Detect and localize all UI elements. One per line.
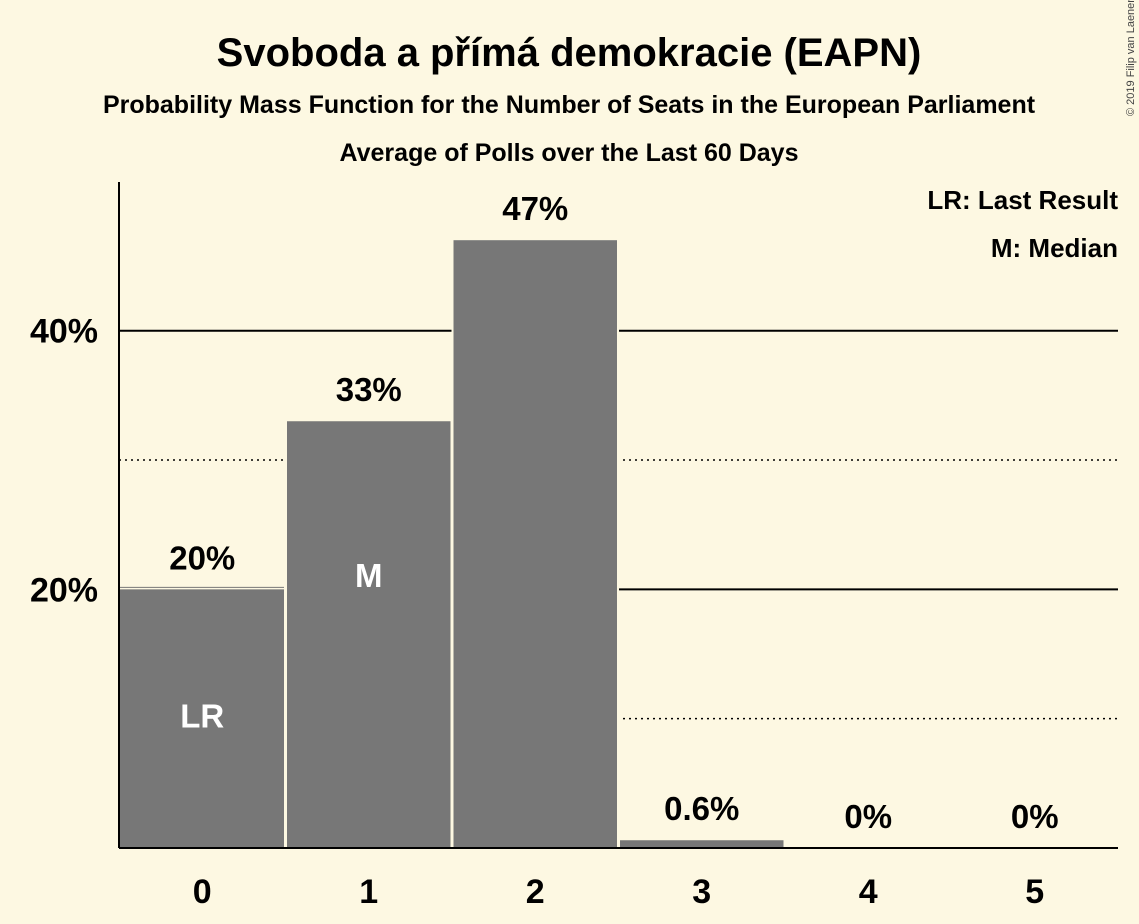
axes [118, 182, 1118, 849]
x-tick-label: 4 [859, 873, 878, 911]
x-tick-label: 2 [526, 873, 545, 911]
bar-value-label: 0% [844, 798, 892, 835]
bar-value-label: 0% [1011, 798, 1059, 835]
bar-value-label: 0.6% [664, 790, 739, 827]
bar-value-label: 33% [336, 371, 402, 408]
x-tick-label: 0 [193, 873, 212, 911]
y-tick-label: 20% [30, 571, 98, 609]
legend-median: M: Median [991, 233, 1118, 263]
bar [119, 589, 284, 848]
bar-value-label: 20% [169, 539, 235, 576]
chart-title: Svoboda a přímá demokracie (EAPN) [217, 31, 922, 75]
copyright-notice: © 2019 Filip van Laenen [1125, 0, 1137, 116]
chart-subtitle-2: Average of Polls over the Last 60 Days [340, 139, 799, 167]
x-tick-label: 1 [359, 873, 378, 911]
bar [287, 421, 451, 848]
bar [620, 840, 784, 848]
y-tick-label: 40% [30, 313, 98, 351]
legend-last-result: LR: Last Result [927, 185, 1118, 215]
chart-subtitle: Probability Mass Function for the Number… [103, 91, 1036, 119]
bar [453, 240, 617, 849]
bar-value-label: 47% [502, 190, 568, 227]
bars [117, 238, 786, 849]
x-tick-label: 5 [1025, 873, 1044, 911]
bar-marker-m: M [355, 557, 383, 594]
x-tick-label: 3 [692, 873, 711, 911]
bar-marker-lr: LR [180, 698, 224, 735]
